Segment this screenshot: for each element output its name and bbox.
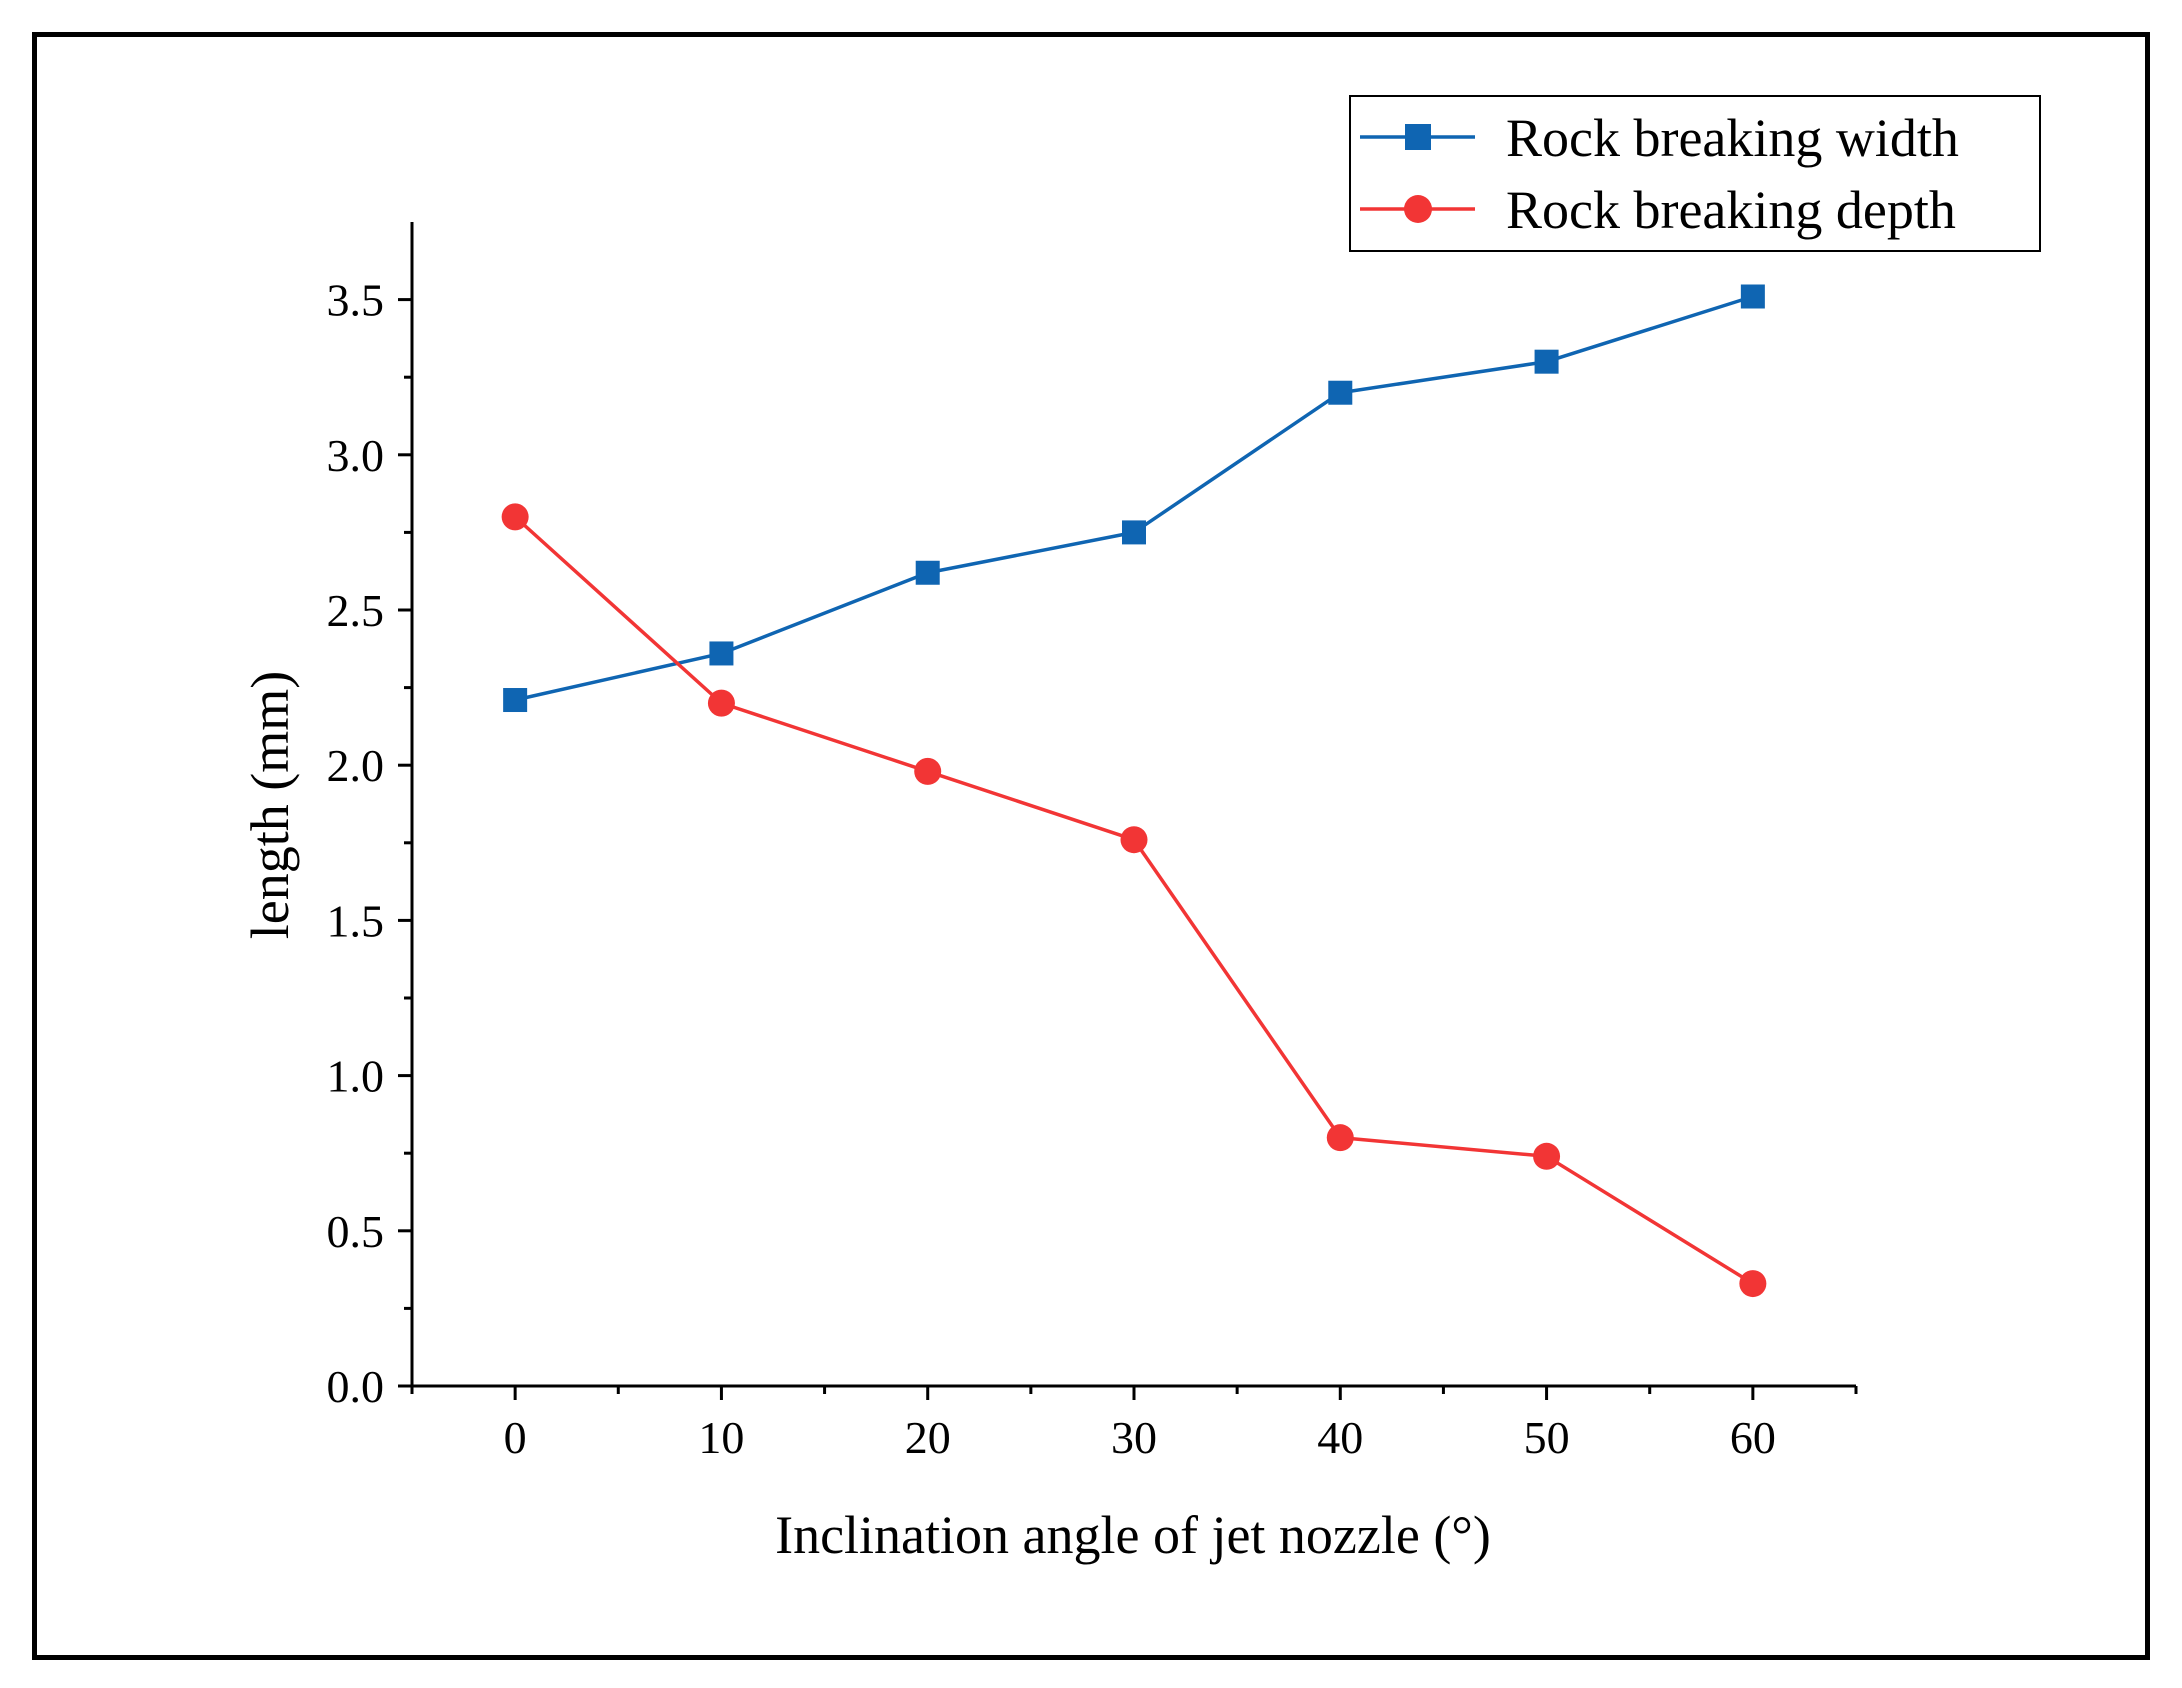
data-point-depth xyxy=(501,503,529,531)
y-tick-label: 1.5 xyxy=(327,895,385,946)
y-tick-label: 3.5 xyxy=(327,275,385,326)
legend-marker-circle xyxy=(1404,195,1432,223)
y-tick-label: 2.0 xyxy=(327,740,385,791)
series-line-width xyxy=(514,294,1754,702)
y-axis-title: length (mm) xyxy=(240,671,300,939)
data-point-width xyxy=(503,688,528,713)
x-tick-label: 50 xyxy=(1524,1412,1570,1463)
legend-label-width: Rock breaking width xyxy=(1506,108,1959,168)
x-tick-label: 30 xyxy=(1111,1412,1157,1463)
data-point-width xyxy=(915,560,940,585)
legend-marker-square xyxy=(1405,124,1431,150)
chart-frame xyxy=(32,32,2150,1660)
y-tick-label: 3.0 xyxy=(327,430,385,481)
data-point-width xyxy=(709,641,734,666)
data-point-depth xyxy=(1533,1142,1561,1170)
y-tick-label: 0.0 xyxy=(327,1361,385,1412)
data-point-width xyxy=(1328,380,1353,405)
y-tick-label: 1.0 xyxy=(327,1051,385,1102)
legend-label-depth: Rock breaking depth xyxy=(1506,180,1956,240)
axes: 0 10 20 30 40 50 60 0.0 0.5 1.0 1.5 2.0 2.5 3.0 3.5 xyxy=(327,222,1858,1463)
data-point-depth xyxy=(707,689,735,717)
x-tick-label: 20 xyxy=(905,1412,951,1463)
y-tick-label: 2.5 xyxy=(327,585,385,636)
legend: Rock breaking width Rock breaking depth xyxy=(1349,95,2041,252)
data-point-depth xyxy=(1120,826,1148,854)
data-point-depth xyxy=(1326,1124,1354,1152)
x-tick-label: 10 xyxy=(698,1412,744,1463)
x-tick-label: 60 xyxy=(1730,1412,1776,1463)
data-point-depth xyxy=(914,757,942,785)
x-axis-title: Inclination angle of jet nozzle (°) xyxy=(775,1505,1491,1565)
series-layer xyxy=(501,284,1767,1298)
data-point-width xyxy=(1534,349,1559,374)
data-point-width xyxy=(1122,520,1146,545)
series-line-depth xyxy=(513,515,1754,1286)
data-point-width xyxy=(1740,284,1765,309)
x-tick-label: 40 xyxy=(1317,1412,1363,1463)
legend-item-depth: Rock breaking depth xyxy=(1360,180,1956,240)
data-point-depth xyxy=(1739,1270,1767,1298)
legend-box xyxy=(1349,95,2041,252)
legend-item-width: Rock breaking width xyxy=(1360,108,1959,168)
x-tick-label: 0 xyxy=(504,1412,527,1463)
y-tick-label: 0.5 xyxy=(327,1206,385,1257)
